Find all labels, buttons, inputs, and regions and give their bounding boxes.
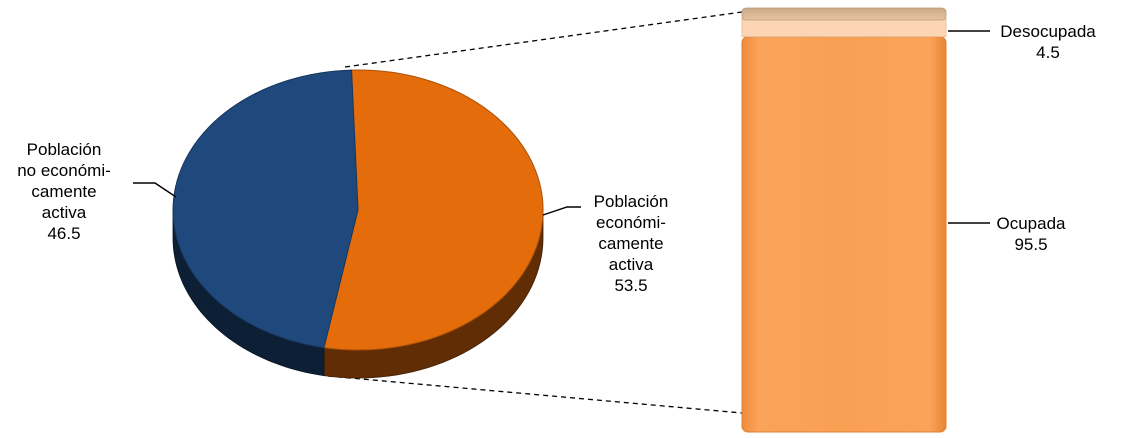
bar-segment-ocupada xyxy=(741,36,947,433)
pie-slice-0 xyxy=(172,69,359,349)
pie-chart xyxy=(172,69,544,379)
bar-label-ocupada: Ocupada 95.5 xyxy=(997,214,1067,254)
pie-slice-1 xyxy=(323,69,544,351)
connector-line-bottom xyxy=(327,375,743,414)
connector-line-top xyxy=(344,11,743,68)
stacked-bar-chart xyxy=(741,7,947,433)
bar-top-cap xyxy=(741,7,947,21)
bar-segment-desocupada xyxy=(741,17,947,38)
pie-leader-activa xyxy=(542,206,581,216)
pie-leader-no-activa xyxy=(133,182,177,198)
bar-label-desocupada: Desocupada 4.5 xyxy=(1000,22,1096,62)
pie-label-activa: Población económi-camente activa 53.5 xyxy=(594,192,669,295)
data-labels: Población no económi-camente activa 46.5 Pob… xyxy=(17,22,1096,295)
pie-label-no-activa: Población no económi-camente activa 46.5 xyxy=(17,140,111,243)
